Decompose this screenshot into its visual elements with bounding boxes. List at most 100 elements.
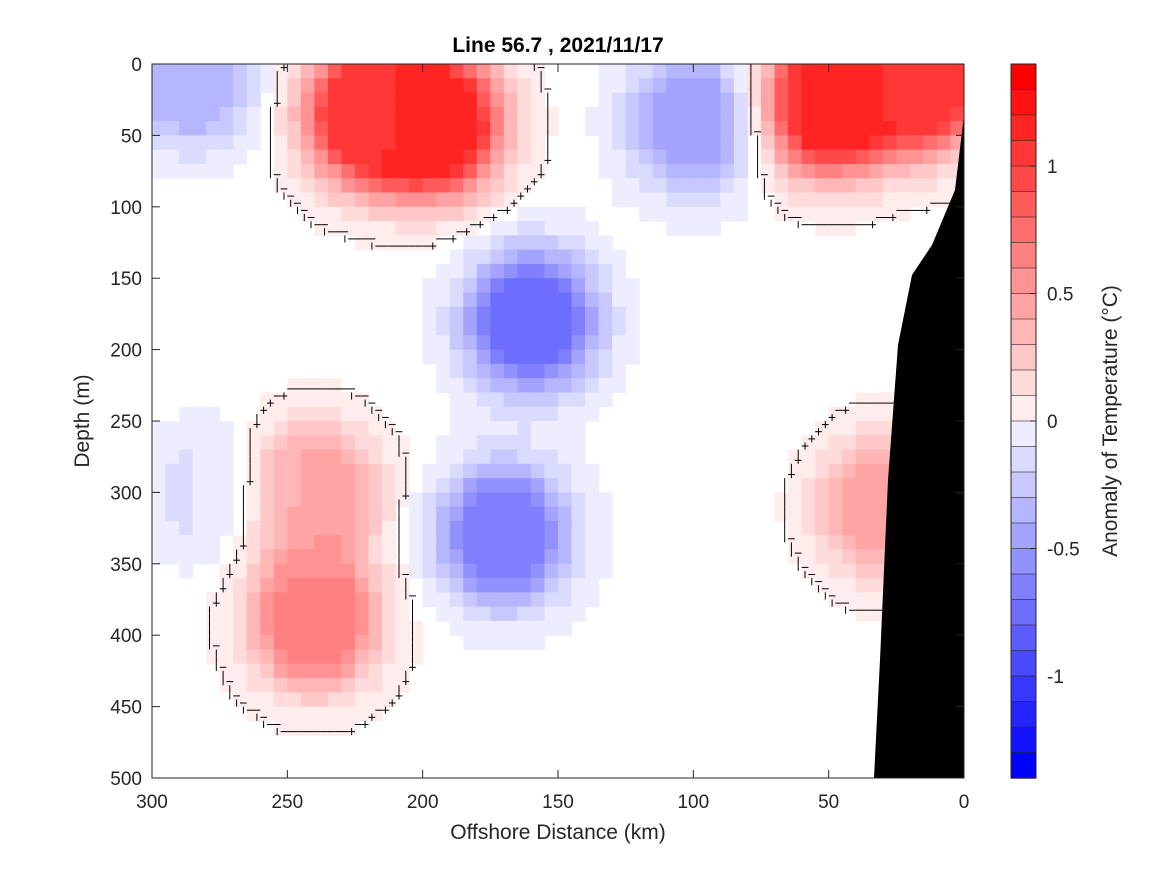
field-cell — [815, 520, 830, 536]
field-cell — [449, 363, 464, 379]
field-cell — [314, 178, 329, 194]
field-cell — [449, 64, 464, 79]
field-cell — [517, 178, 532, 194]
field-cell — [936, 92, 952, 108]
field-cell — [219, 520, 234, 536]
field-cell — [463, 121, 478, 136]
field-cell — [300, 549, 315, 565]
field-cell — [219, 649, 234, 665]
field-cell — [449, 335, 464, 351]
field-cell — [815, 421, 830, 436]
field-cell — [733, 121, 749, 136]
field-cell — [842, 592, 857, 608]
x-axis-label: Offshore Distance (km) — [450, 821, 666, 844]
field-cell — [287, 64, 302, 79]
field-cell — [896, 92, 911, 108]
field-cell — [219, 478, 234, 493]
field-cell — [382, 620, 397, 636]
field-cell — [287, 592, 302, 608]
field-cell — [544, 478, 559, 493]
field-cell — [801, 563, 816, 579]
field-cell — [246, 592, 261, 608]
y-tick-label: 400 — [110, 626, 142, 647]
field-cell — [463, 178, 478, 194]
field-cell — [571, 478, 586, 493]
field-cell — [503, 363, 518, 379]
field-cell — [503, 106, 518, 122]
field-cell — [598, 520, 613, 536]
field-cell — [192, 549, 207, 565]
field-cell — [530, 406, 546, 422]
field-cell — [761, 163, 776, 179]
field-cell — [327, 378, 343, 394]
field-cell — [179, 64, 194, 79]
field-cell — [842, 535, 857, 551]
field-cell — [476, 478, 491, 493]
field-cell — [639, 92, 654, 108]
field-cell — [869, 563, 884, 579]
field-cell — [368, 64, 383, 79]
field-cell — [463, 578, 478, 593]
field-cell — [422, 592, 437, 608]
field-cell — [327, 606, 343, 622]
field-cell — [327, 135, 343, 151]
field-cell — [341, 178, 356, 194]
field-cell — [395, 163, 410, 179]
field-cell — [355, 149, 370, 165]
field-cell — [273, 406, 288, 422]
field-cell — [355, 606, 370, 622]
field-cell — [517, 78, 532, 94]
field-cell — [368, 121, 383, 136]
field-cell — [368, 563, 383, 579]
colorbar-swatch — [1010, 701, 1037, 728]
field-cell — [246, 492, 261, 508]
field-cell — [273, 449, 288, 465]
field-cell — [503, 306, 518, 322]
field-cell — [544, 549, 559, 565]
field-cell — [206, 649, 221, 665]
field-cell — [679, 149, 694, 165]
field-cell — [842, 178, 857, 194]
field-cell — [287, 563, 302, 579]
field-cell — [152, 463, 167, 479]
field-cell — [314, 421, 329, 436]
field-cell — [490, 520, 505, 536]
field-cell — [395, 149, 410, 165]
field-cell — [152, 64, 167, 79]
field-cell — [206, 406, 221, 422]
field-cell — [490, 449, 505, 465]
field-cell — [558, 592, 573, 608]
field-cell — [571, 349, 586, 365]
field-cell — [788, 64, 803, 79]
field-cell — [260, 64, 275, 79]
field-cell — [273, 421, 288, 436]
field-cell — [287, 463, 302, 479]
field-cell — [693, 192, 708, 208]
field-cell — [801, 64, 816, 79]
field-cell — [558, 549, 573, 565]
field-cell — [260, 535, 275, 551]
field-cell — [287, 663, 302, 679]
field-cell — [463, 563, 478, 579]
field-cell — [422, 78, 437, 94]
field-cell — [503, 92, 518, 108]
field-cell — [530, 492, 546, 508]
field-cell — [287, 106, 302, 122]
field-cell — [950, 92, 964, 108]
field-cell — [206, 163, 221, 179]
field-cell — [165, 421, 180, 436]
field-cell — [652, 106, 667, 122]
field-cell — [300, 392, 315, 408]
field-cell — [300, 492, 315, 508]
field-cell — [314, 535, 329, 551]
field-cell — [368, 192, 383, 208]
field-cell — [842, 149, 857, 165]
field-cell — [639, 106, 654, 122]
field-cell — [233, 692, 248, 708]
field-cell — [436, 563, 451, 579]
field-cell — [463, 520, 478, 536]
field-cell — [341, 406, 356, 422]
field-cell — [598, 92, 613, 108]
field-cell — [449, 563, 464, 579]
field-cell — [314, 106, 329, 122]
